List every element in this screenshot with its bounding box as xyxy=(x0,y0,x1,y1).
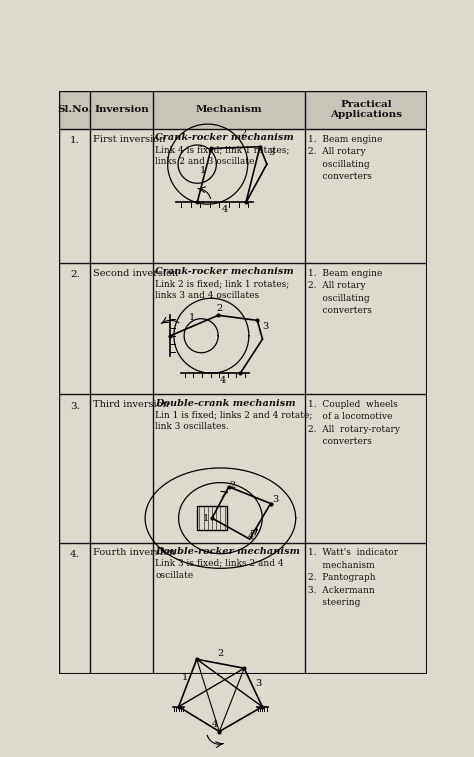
Text: Fourth inversion: Fourth inversion xyxy=(93,548,175,557)
Text: 3: 3 xyxy=(269,148,275,157)
Text: Sl.No.: Sl.No. xyxy=(57,105,92,114)
Text: Practical
Applications: Practical Applications xyxy=(330,100,402,120)
Text: Link 4 is fixed; link 1 rotates;
links 2 and 3 oscillate,: Link 4 is fixed; link 1 rotates; links 2… xyxy=(155,145,290,166)
Text: 3: 3 xyxy=(255,679,262,688)
Text: 1.  Watt's  indicator
     mechanism
2.  Pantograph
3.  Ackermann
     steering: 1. Watt's indicator mechanism 2. Pantogr… xyxy=(308,548,399,607)
Text: Lin 1 is fixed; links 2 and 4 rotate;
link 3 oscillates.: Lin 1 is fixed; links 2 and 4 rotate; li… xyxy=(155,410,313,431)
Text: 1.: 1. xyxy=(70,136,80,145)
Text: First inversion: First inversion xyxy=(93,135,166,144)
Text: 1: 1 xyxy=(203,515,209,524)
Text: 4: 4 xyxy=(222,205,228,214)
Text: 2.: 2. xyxy=(70,270,80,279)
Text: 4: 4 xyxy=(247,532,254,541)
Bar xyxy=(59,91,427,129)
Text: 2: 2 xyxy=(241,129,247,139)
Text: Inversion: Inversion xyxy=(94,105,149,114)
Text: 1: 1 xyxy=(200,166,206,175)
Text: Double-rocker mechanism: Double-rocker mechanism xyxy=(155,547,301,556)
Text: 1.  Beam engine
2.  All rotary
     oscillating
     converters: 1. Beam engine 2. All rotary oscillating… xyxy=(308,135,383,181)
Text: 1.  Coupled  wheels
     of a locomotive
2.  All  rotary-rotary
     converters: 1. Coupled wheels of a locomotive 2. All… xyxy=(308,400,401,447)
Text: 1: 1 xyxy=(189,313,195,322)
Text: 3: 3 xyxy=(263,322,269,331)
Text: 3.: 3. xyxy=(70,401,80,410)
Text: 4.: 4. xyxy=(70,550,80,559)
Text: 1.  Beam engine
2.  All rotary
     oscillating
     converters: 1. Beam engine 2. All rotary oscillating… xyxy=(308,269,383,315)
Text: 3: 3 xyxy=(273,495,279,504)
Text: 2: 2 xyxy=(217,304,223,313)
Bar xyxy=(197,506,227,530)
Text: Second inversion: Second inversion xyxy=(93,269,179,278)
Text: Third inversion: Third inversion xyxy=(93,400,169,409)
Text: Link 2 is fixed; link 1 rotates;
links 3 and 4 oscillates: Link 2 is fixed; link 1 rotates; links 3… xyxy=(155,279,290,300)
Text: Crank-rocker mechanism: Crank-rocker mechanism xyxy=(155,133,294,142)
Text: 4: 4 xyxy=(220,375,227,385)
Text: Link 3 is fixed; links 2 and 4
oscillate: Link 3 is fixed; links 2 and 4 oscillate xyxy=(155,559,284,580)
Text: Mechanism: Mechanism xyxy=(196,105,263,114)
Text: 1: 1 xyxy=(182,674,188,683)
Text: Crank-rocker mechanism: Crank-rocker mechanism xyxy=(155,267,294,276)
Text: Double-crank mechanism: Double-crank mechanism xyxy=(155,399,296,407)
Text: 2: 2 xyxy=(217,649,223,658)
Text: 2: 2 xyxy=(229,481,236,490)
Text: 4: 4 xyxy=(212,720,218,729)
